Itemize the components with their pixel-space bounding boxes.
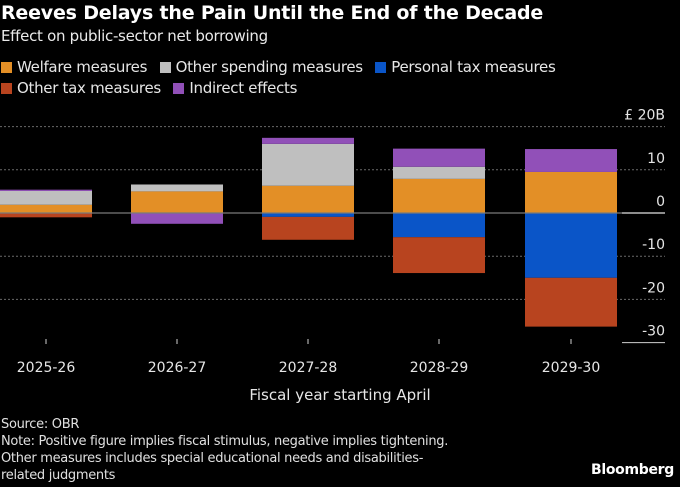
bar-segment-2025-26 — [0, 204, 92, 213]
bar-segment-2027-28 — [262, 143, 354, 186]
x-tick-label: 2026-27 — [148, 360, 207, 376]
legend-label: Other tax measures — [17, 79, 161, 97]
legend-swatch-other-tax — [1, 83, 12, 94]
footer: Source: OBR Note: Positive figure implie… — [1, 416, 448, 484]
bar-segment-2028-29 — [393, 178, 485, 213]
legend-label: Personal tax measures — [391, 58, 556, 76]
chart-title: Reeves Delays the Pain Until the End of … — [1, 2, 544, 24]
bar-segment-2028-29 — [393, 237, 485, 274]
legend-swatch-personal-tax — [375, 62, 387, 73]
bar-segment-2029-30 — [525, 213, 617, 278]
x-tick-label: 2025-26 — [17, 360, 76, 376]
bar-segment-2027-28 — [262, 213, 354, 217]
legend-item-personal-tax: Personal tax measures — [375, 58, 556, 76]
legend-item-other-spending: Other spending measures — [159, 58, 364, 76]
x-tick-label: 2027-28 — [279, 360, 338, 376]
y-tick-label: 0 — [656, 194, 665, 210]
y-tick-label: £ 20B — [624, 108, 665, 124]
bar-segment-2029-30 — [525, 277, 617, 327]
legend-item-welfare: Welfare measures — [1, 58, 147, 76]
bar-segment-2027-28 — [262, 185, 354, 213]
bar-segment-2026-27 — [131, 213, 223, 224]
bar-segment-2028-29 — [393, 166, 485, 179]
bar-segment-2026-27 — [131, 184, 223, 192]
note-line-1: Note: Positive figure implies fiscal sti… — [1, 434, 449, 449]
bar-segment-2028-29 — [393, 148, 485, 167]
legend: Welfare measures Other spending measures… — [1, 58, 641, 100]
chart-subtitle: Effect on public-sector net borrowing — [1, 27, 268, 45]
bar-segment-2025-26 — [0, 190, 92, 205]
legend-row-1: Welfare measures Other spending measures… — [1, 58, 641, 79]
legend-label: Indirect effects — [189, 79, 298, 97]
x-tick-label: 2029-30 — [542, 360, 601, 376]
bars — [0, 137, 617, 327]
y-axis-ticks: £ 20B 10 0 -10 -20 -30 — [624, 108, 665, 340]
note-line-3: related judgments — [1, 468, 116, 483]
y-tick-label: -10 — [642, 237, 665, 253]
legend-label: Other spending measures — [175, 58, 364, 76]
bar-segment-2025-26 — [0, 213, 92, 218]
x-axis-label: Fiscal year starting April — [249, 386, 430, 404]
legend-swatch-indirect — [173, 83, 185, 94]
legend-row-2: Other tax measures Indirect effects — [1, 79, 641, 100]
legend-item-indirect: Indirect effects — [173, 79, 297, 97]
y-tick-label: 10 — [647, 151, 665, 167]
x-axis-ticks: 2025-26 2026-27 2027-28 2028-29 2029-30 — [17, 339, 601, 376]
bar-segment-2026-27 — [131, 191, 223, 213]
legend-swatch-welfare — [1, 62, 12, 73]
bar-segment-2025-26 — [0, 189, 92, 191]
x-tick-label: 2028-29 — [410, 360, 469, 376]
y-tick-label: -30 — [642, 324, 665, 340]
y-tick-label: -20 — [642, 280, 665, 296]
bar-segment-2029-30 — [525, 171, 617, 213]
legend-item-other-tax: Other tax measures — [1, 79, 161, 97]
bar-segment-2028-29 — [393, 213, 485, 238]
bar-segment-2027-28 — [262, 216, 354, 240]
source-note: Source: OBR — [1, 417, 80, 432]
note-line-2: Other measures includes special educatio… — [1, 451, 424, 466]
bar-segment-2027-28 — [262, 137, 354, 144]
bloomberg-logo: Bloomberg — [590, 462, 674, 478]
legend-label: Welfare measures — [17, 58, 148, 76]
bar-segment-2029-30 — [525, 149, 617, 172]
legend-swatch-other-spending — [159, 62, 171, 73]
